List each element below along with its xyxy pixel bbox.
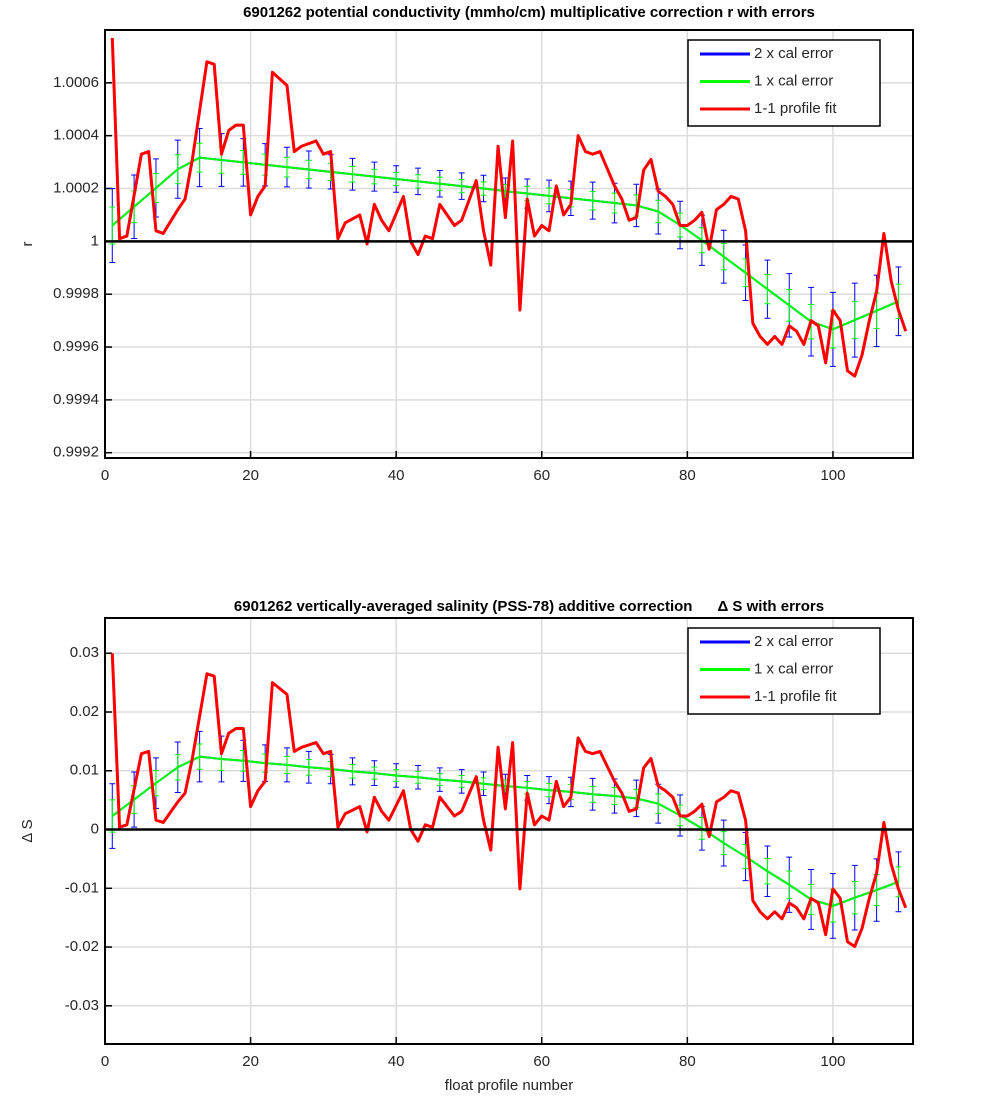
legend-label: 1-1 profile fit <box>754 100 837 117</box>
chart-title: 6901262 vertically-averaged salinity (PS… <box>234 598 824 615</box>
y-tick-label: 0.9996 <box>53 338 99 355</box>
series-line <box>111 156 899 331</box>
y-tick-label: 0.9994 <box>53 391 99 408</box>
error-bar <box>109 799 116 833</box>
x-tick-label: 60 <box>533 467 550 484</box>
x-tick-label: 20 <box>242 1053 259 1070</box>
x-tick-label: 100 <box>820 467 845 484</box>
y-tick-label: -0.03 <box>65 997 99 1014</box>
x-tick-label: 80 <box>679 467 696 484</box>
x-axis-label: float profile number <box>445 1077 573 1094</box>
error-bar <box>109 206 116 245</box>
x-tick-label: 40 <box>388 467 405 484</box>
legend-label: 2 x cal error <box>754 45 833 62</box>
series-line <box>110 653 908 948</box>
y-tick-label: -0.02 <box>65 938 99 955</box>
series-line <box>110 37 908 378</box>
x-tick-label: 40 <box>388 1053 405 1070</box>
y-axis-label: Δ S <box>19 819 36 842</box>
x-tick-label: 80 <box>679 1053 696 1070</box>
axes-frame <box>104 617 914 1045</box>
x-tick-label: 0 <box>101 467 109 484</box>
y-tick-label: 0.03 <box>70 644 99 661</box>
y-tick-label: -0.01 <box>65 879 99 896</box>
plot-layer <box>109 37 908 378</box>
legend-label: 1-1 profile fit <box>754 688 837 705</box>
chart-title: 6901262 potential conductivity (mmho/cm)… <box>243 4 815 21</box>
legend-label: 2 x cal error <box>754 633 833 650</box>
x-tick-label: 20 <box>242 467 259 484</box>
y-tick-label: 0.9992 <box>53 444 99 461</box>
axes-frame <box>104 29 914 459</box>
y-tick-label: 1 <box>91 232 99 249</box>
legend-label: 1 x cal error <box>754 660 833 677</box>
plot-layer <box>109 653 908 948</box>
y-tick-label: 1.0004 <box>53 127 99 144</box>
x-tick-label: 100 <box>820 1053 845 1070</box>
x-tick-label: 60 <box>533 1053 550 1070</box>
y-tick-label: 0.01 <box>70 762 99 779</box>
y-tick-label: 1.0002 <box>53 179 99 196</box>
y-tick-label: 0.02 <box>70 703 99 720</box>
legend-label: 1 x cal error <box>754 72 833 89</box>
x-tick-label: 0 <box>101 1053 109 1070</box>
series-line <box>111 755 899 907</box>
y-tick-label: 0.9998 <box>53 285 99 302</box>
y-axis-label: r <box>19 242 36 247</box>
y-tick-label: 0 <box>91 820 99 837</box>
y-tick-label: 1.0006 <box>53 74 99 91</box>
